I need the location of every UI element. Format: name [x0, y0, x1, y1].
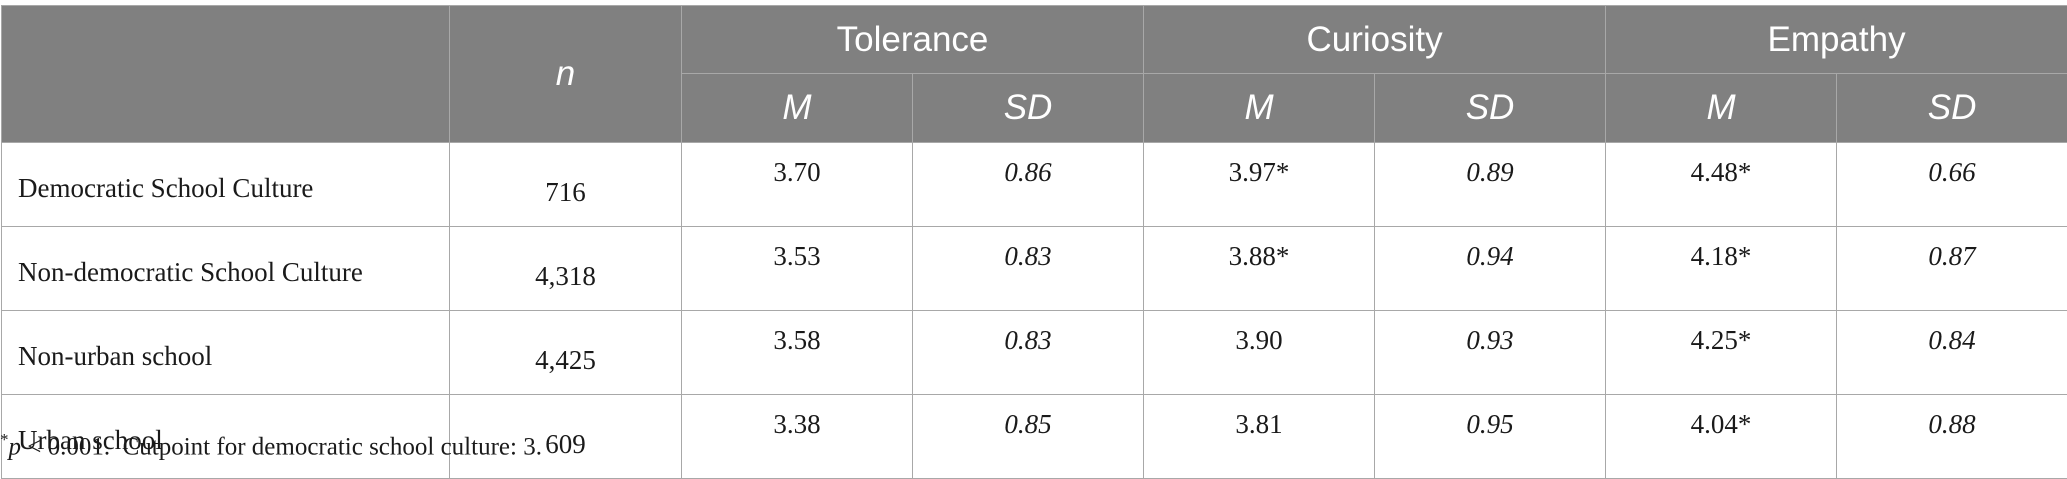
empathy-sd-header: SD — [1837, 74, 2067, 143]
tolerance-sd-cell: 0.85 — [913, 395, 1144, 479]
n-cell: 4,425 — [450, 311, 682, 395]
empathy-header: Empathy — [1606, 6, 2067, 74]
tolerance-m-cell: 3.38 — [682, 395, 913, 479]
empathy-m-cell: 4.25* — [1606, 311, 1837, 395]
row-label: Non-democratic School Culture — [2, 227, 450, 311]
curiosity-sd-cell: 0.89 — [1375, 143, 1606, 227]
tolerance-sd-cell: 0.83 — [913, 311, 1144, 395]
empathy-sd-cell: 0.88 — [1837, 395, 2067, 479]
curiosity-m-cell: 3.88* — [1144, 227, 1375, 311]
p-symbol: p — [9, 433, 22, 460]
tolerance-sd-cell: 0.86 — [913, 143, 1144, 227]
curiosity-m-header: M — [1144, 74, 1375, 143]
curiosity-sd-cell: 0.93 — [1375, 311, 1606, 395]
empathy-sd-cell: 0.84 — [1837, 311, 2067, 395]
empathy-m-cell: 4.18* — [1606, 227, 1837, 311]
table-row: Democratic School Culture 716 3.70 0.86 … — [2, 143, 2067, 227]
row-label: Non-urban school — [2, 311, 450, 395]
curiosity-m-cell: 3.97* — [1144, 143, 1375, 227]
tolerance-m-cell: 3.58 — [682, 311, 913, 395]
footnote-marker: * — [0, 430, 9, 449]
empathy-sd-cell: 0.87 — [1837, 227, 2067, 311]
empty-corner-header — [2, 6, 450, 143]
cutpoint-text: Cutpoint for democratic school culture: … — [123, 433, 542, 460]
empathy-m-cell: 4.04* — [1606, 395, 1837, 479]
empathy-sd-cell: 0.66 — [1837, 143, 2067, 227]
tolerance-m-cell: 3.53 — [682, 227, 913, 311]
curiosity-sd-header: SD — [1375, 74, 1606, 143]
curiosity-header: Curiosity — [1144, 6, 1606, 74]
n-header: n — [450, 6, 682, 143]
results-table: n Tolerance Curiosity Empathy M SD M SD … — [1, 5, 2067, 479]
tolerance-header: Tolerance — [682, 6, 1144, 74]
p-value-text: < 0.001. — [21, 433, 110, 460]
table-row: Non-urban school 4,425 3.58 0.83 3.90 0.… — [2, 311, 2067, 395]
empathy-m-header: M — [1606, 74, 1837, 143]
tolerance-sd-cell: 0.83 — [913, 227, 1144, 311]
table-footnote: *p < 0.001. Cutpoint for democratic scho… — [0, 430, 542, 461]
empathy-m-cell: 4.48* — [1606, 143, 1837, 227]
n-cell: 716 — [450, 143, 682, 227]
curiosity-sd-cell: 0.94 — [1375, 227, 1606, 311]
curiosity-sd-cell: 0.95 — [1375, 395, 1606, 479]
curiosity-m-cell: 3.90 — [1144, 311, 1375, 395]
n-cell: 4,318 — [450, 227, 682, 311]
tolerance-m-cell: 3.70 — [682, 143, 913, 227]
tolerance-m-header: M — [682, 74, 913, 143]
curiosity-m-cell: 3.81 — [1144, 395, 1375, 479]
tolerance-sd-header: SD — [913, 74, 1144, 143]
table-row: Non-democratic School Culture 4,318 3.53… — [2, 227, 2067, 311]
header-row-groups: n Tolerance Curiosity Empathy — [2, 6, 2067, 74]
row-label: Democratic School Culture — [2, 143, 450, 227]
